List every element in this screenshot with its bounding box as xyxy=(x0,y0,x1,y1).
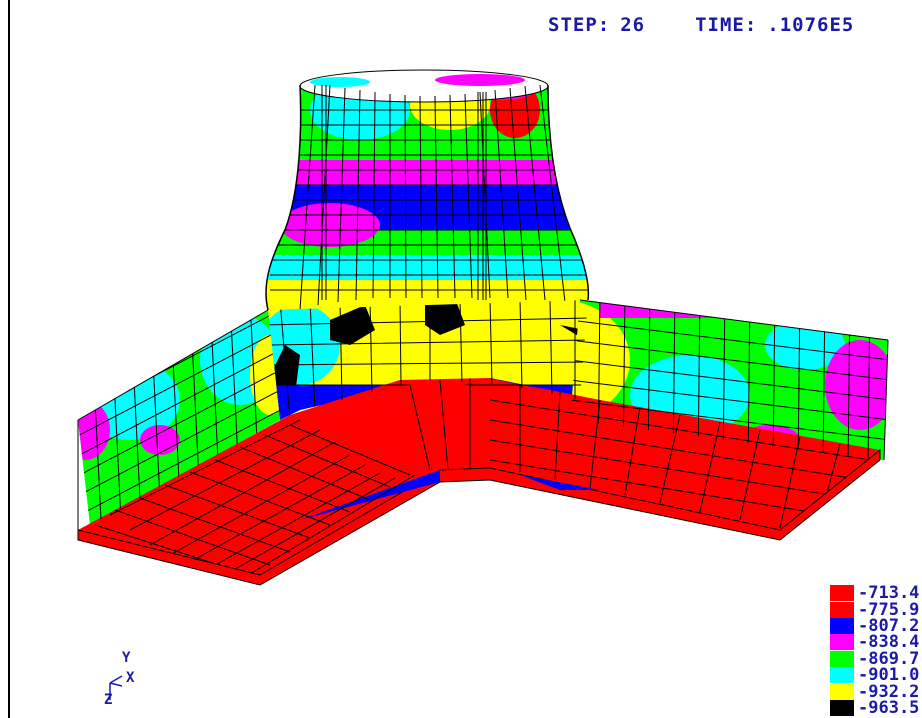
legend-value: -713.4 xyxy=(858,583,920,604)
legend-swatch xyxy=(830,634,854,651)
legend-value: -932.2 xyxy=(858,681,920,702)
legend-item: -775.9 xyxy=(830,599,920,620)
legend-item: -963.5 xyxy=(830,697,920,718)
axis-z-label: Z xyxy=(104,692,113,708)
time-value: .1076E5 xyxy=(767,14,855,36)
legend-item: -838.4 xyxy=(830,632,920,653)
legend-item: -869.7 xyxy=(830,648,920,669)
axis-x-label: X xyxy=(126,670,135,686)
legend-value: -775.9 xyxy=(858,599,920,620)
legend-swatch xyxy=(830,699,854,716)
legend-item: -713.4 xyxy=(830,583,920,604)
step-time-header: STEP: 26 TIME: .1076E5 xyxy=(548,14,854,36)
legend-swatch xyxy=(830,683,854,700)
time-label: TIME: xyxy=(695,14,758,36)
legend-swatch xyxy=(830,617,854,634)
axis-triad: Y X Z xyxy=(100,648,160,708)
viewport-border xyxy=(8,0,10,718)
color-legend: -713.4 -775.9 -807.2 -838.4 -869.7 -901.… xyxy=(830,585,919,716)
legend-value: -869.7 xyxy=(858,648,920,669)
legend-swatch xyxy=(830,585,854,602)
legend-swatch xyxy=(830,650,854,667)
legend-value: -963.5 xyxy=(858,697,920,718)
legend-item: -901.0 xyxy=(830,665,920,686)
legend-swatch xyxy=(830,601,854,618)
legend-item: -807.2 xyxy=(830,615,920,636)
axis-triad-lines xyxy=(109,675,123,700)
step-label: STEP: xyxy=(548,14,611,36)
legend-item: -932.2 xyxy=(830,681,920,702)
axis-y-label: Y xyxy=(122,650,131,666)
chimney-rim-band xyxy=(435,74,525,86)
step-value: 26 xyxy=(620,14,646,36)
legend-value: -838.4 xyxy=(858,632,920,653)
legend-value: -901.0 xyxy=(858,665,920,686)
legend-value: -807.2 xyxy=(858,615,920,636)
mesh-grid xyxy=(77,84,889,575)
legend-swatch xyxy=(830,667,854,684)
